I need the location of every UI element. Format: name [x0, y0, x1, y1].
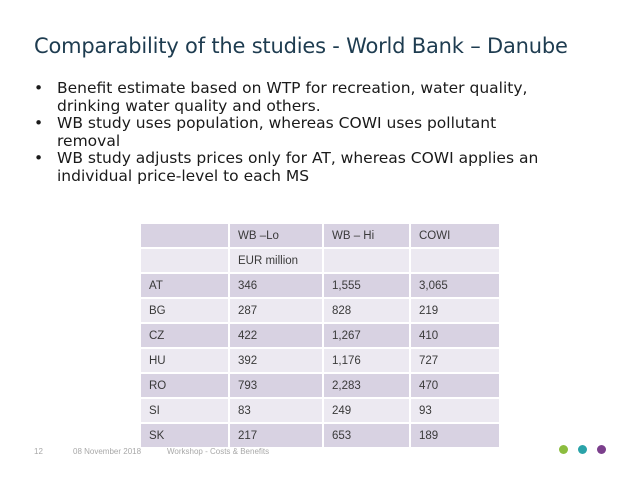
table-row: AT 346 1,555 3,065: [139, 272, 501, 299]
bullet-item: • WB study adjusts prices only for AT, w…: [32, 149, 612, 185]
footer-workshop-label: Workshop - Costs & Benefits: [167, 447, 270, 456]
slide-title: Comparability of the studies - World Ban…: [34, 34, 568, 58]
table-header-cell: WB –Lo: [228, 222, 324, 249]
table-row: SI 83 249 93: [139, 397, 501, 424]
table-cell: 727: [409, 347, 501, 374]
page-number: 12: [34, 447, 43, 456]
country-cell: BG: [139, 297, 230, 324]
bullet-item: • Benefit estimate based on WTP for recr…: [32, 79, 612, 115]
table-cell: 470: [409, 372, 501, 399]
table-cell: 828: [322, 297, 411, 324]
country-cell: SK: [139, 422, 230, 449]
table-cell: 249: [322, 397, 411, 424]
bullet-point-icon: •: [34, 79, 44, 97]
table-cell: 392: [228, 347, 324, 374]
table-cell: 93: [409, 397, 501, 424]
table-row: BG 287 828 219: [139, 297, 501, 324]
country-cell: CZ: [139, 322, 230, 349]
table-row: SK 217 653 189: [139, 422, 501, 449]
table-cell: [409, 247, 501, 274]
country-cell: RO: [139, 372, 230, 399]
table-unit-row: EUR million: [139, 247, 501, 274]
table-cell: [322, 247, 411, 274]
table-cell: [139, 247, 230, 274]
bullet-text-line: drinking water quality and others.: [57, 96, 321, 115]
country-cell: AT: [139, 272, 230, 299]
table-cell: 83: [228, 397, 324, 424]
country-cell: HU: [139, 347, 230, 374]
country-cell: SI: [139, 397, 230, 424]
table-cell: 793: [228, 372, 324, 399]
table-row: CZ 422 1,267 410: [139, 322, 501, 349]
bullet-point-icon: •: [34, 114, 44, 132]
table-cell: 189: [409, 422, 501, 449]
table-cell: 217: [228, 422, 324, 449]
table-cell: 2,283: [322, 372, 411, 399]
footer-date: 08 November 2018: [73, 447, 142, 456]
bullet-text-line: individual price-level to each MS: [57, 166, 310, 185]
table-cell: 287: [228, 297, 324, 324]
table-cell: 1,267: [322, 322, 411, 349]
purple-dot-icon: [597, 445, 606, 454]
table-cell: 410: [409, 322, 501, 349]
teal-dot-icon: [578, 445, 587, 454]
bullet-text-line: WB study adjusts prices only for AT, whe…: [57, 149, 539, 167]
bullet-point-icon: •: [34, 149, 44, 167]
table-cell: 422: [228, 322, 324, 349]
benefit-estimates-table: WB –Lo WB – Hi COWI EUR million AT 346 1…: [139, 222, 501, 449]
table-cell: 346: [228, 272, 324, 299]
table-cell: 3,065: [409, 272, 501, 299]
table-row: RO 793 2,283 470: [139, 372, 501, 399]
table-cell: 653: [322, 422, 411, 449]
table-cell: 1,555: [322, 272, 411, 299]
bullet-text-line: WB study uses population, whereas COWI u…: [57, 114, 497, 132]
table-header-cell: [139, 222, 230, 249]
table-cell: 1,176: [322, 347, 411, 374]
bullet-list: • Benefit estimate based on WTP for recr…: [32, 79, 612, 185]
bullet-text-line: Benefit estimate based on WTP for recrea…: [57, 79, 528, 97]
bullet-item: • WB study uses population, whereas COWI…: [32, 114, 612, 150]
table-header-row: WB –Lo WB – Hi COWI: [139, 222, 501, 249]
table-cell: 219: [409, 297, 501, 324]
unit-label: EUR million: [228, 247, 324, 274]
green-dot-icon: [559, 445, 568, 454]
table-row: HU 392 1,176 727: [139, 347, 501, 374]
bullet-text-line: removal: [57, 131, 121, 150]
table-header-cell: WB – Hi: [322, 222, 411, 249]
table-header-cell: COWI: [409, 222, 501, 249]
